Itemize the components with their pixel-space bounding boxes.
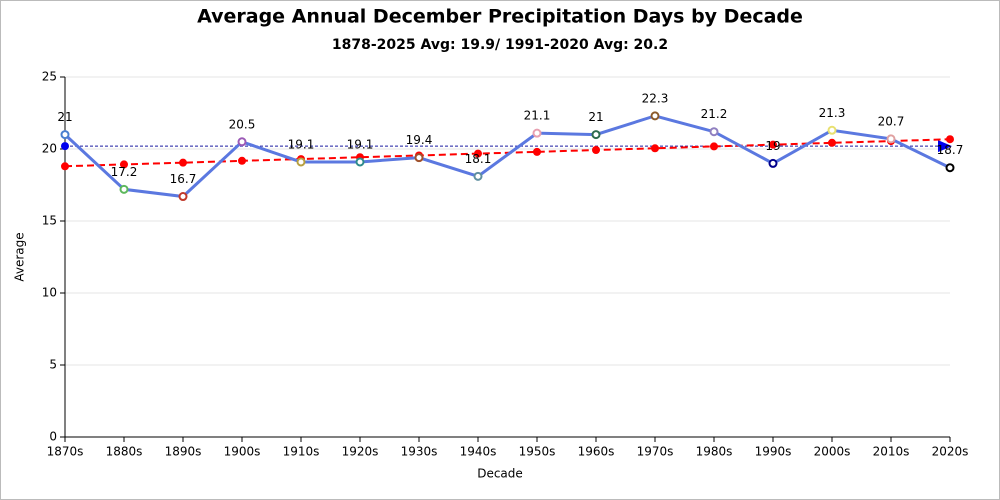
trend-point (828, 138, 836, 147)
data-point (237, 137, 247, 147)
data-point (591, 130, 601, 140)
x-tick-label: 1900s (224, 445, 261, 459)
trend-point (533, 147, 541, 156)
x-tick-label: 1920s (342, 445, 379, 459)
data-point (945, 163, 955, 173)
data-point (178, 192, 188, 202)
x-tick-label: 2010s (873, 445, 910, 459)
data-label: 19.1 (347, 137, 374, 151)
trend-point (238, 156, 246, 165)
data-point (296, 157, 306, 167)
data-point (650, 111, 660, 121)
data-label: 21 (57, 110, 72, 124)
x-tick-label: 1950s (519, 445, 556, 459)
data-point (414, 153, 424, 163)
x-tick-label: 2020s (932, 445, 969, 459)
reference-arrow (938, 140, 952, 153)
x-tick-label: 1940s (460, 445, 497, 459)
x-tick-label: 1960s (578, 445, 615, 459)
data-point (355, 157, 365, 167)
x-tick-label: 2000s (814, 445, 851, 459)
x-tick-label: 1880s (106, 445, 143, 459)
trend-point (946, 135, 954, 144)
trend-point (120, 160, 128, 169)
chart-subtitle: 1878-2025 Avg: 19.9/ 1991-2020 Avg: 20.2 (332, 37, 668, 53)
y-tick-label: 0 (49, 430, 57, 444)
data-label: 19 (765, 139, 780, 153)
trend-point (769, 140, 777, 149)
data-point (768, 158, 778, 168)
y-tick-label: 25 (42, 70, 57, 84)
trend-point (179, 158, 187, 167)
data-label: 21.3 (819, 106, 846, 120)
data-label: 21.1 (524, 109, 551, 123)
trend-point (61, 162, 69, 171)
data-label: 17.2 (111, 165, 138, 179)
x-axis-label: Decade (477, 467, 523, 481)
data-point (827, 125, 837, 135)
data-line (63, 114, 951, 199)
data-label: 19.4 (406, 133, 433, 147)
data-label: 20.5 (229, 117, 256, 131)
trend-line (64, 138, 951, 168)
data-point (532, 128, 542, 138)
y-tick-label: 20 (42, 142, 57, 156)
x-tick-label: 1910s (283, 445, 320, 459)
y-tick-label: 10 (42, 286, 57, 300)
y-axis-label: Average (13, 232, 27, 281)
trend-point (592, 146, 600, 155)
data-label: 21.2 (701, 107, 728, 121)
data-label: 19.1 (288, 137, 315, 151)
x-tick-label: 1980s (696, 445, 733, 459)
x-tick-label: 1930s (401, 445, 438, 459)
data-label: 16.7 (170, 172, 197, 186)
reference-start (61, 142, 69, 151)
data-label: 21 (588, 110, 603, 124)
data-point (473, 171, 483, 181)
data-label: 20.7 (878, 114, 905, 128)
x-tick-label: 1970s (637, 445, 674, 459)
data-point (60, 130, 70, 140)
data-label: 22.3 (642, 91, 669, 105)
data-label: 18.7 (937, 143, 964, 157)
data-point (709, 127, 719, 137)
trend-point (474, 149, 482, 158)
x-tick-label: 1890s (165, 445, 202, 459)
data-label: 18.1 (465, 152, 492, 166)
y-tick-label: 5 (49, 358, 57, 372)
x-tick-label: 1990s (755, 445, 792, 459)
data-point (886, 134, 896, 144)
trend-point (651, 144, 659, 153)
x-tick-label: 1870s (47, 445, 84, 459)
chart-title: Average Annual December Precipitation Da… (197, 6, 803, 28)
y-tick-label: 15 (42, 214, 57, 228)
data-point (119, 184, 129, 194)
trend-point (710, 142, 718, 151)
